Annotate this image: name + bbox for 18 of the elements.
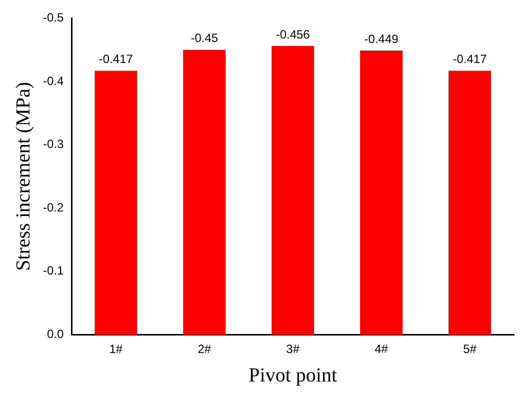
data-label: -0.45 — [190, 31, 218, 46]
y-tick-label: 0.0 — [46, 326, 64, 341]
x-tick-label: 5# — [463, 342, 477, 356]
y-tick-label: -0.5 — [42, 10, 64, 25]
data-label: -0.417 — [452, 52, 488, 66]
data-label: -0.449 — [364, 32, 399, 46]
x-axis-title: Pivot point — [248, 364, 338, 386]
y-tick-label: -0.2 — [42, 200, 64, 214]
data-label: -0.456 — [276, 27, 310, 42]
x-tick-label: 4# — [374, 342, 388, 356]
x-tick-label: 2# — [198, 342, 212, 356]
y-tick-label: -0.4 — [42, 74, 64, 88]
x-tick-label: 1# — [109, 342, 123, 356]
data-label: -0.417 — [98, 52, 134, 66]
y-tick-label: -0.3 — [42, 137, 64, 152]
x-tick-label: 3# — [286, 342, 300, 356]
y-tick-label: -0.1 — [42, 264, 64, 278]
y-axis-title: Stress increment (MPa) — [12, 82, 34, 271]
